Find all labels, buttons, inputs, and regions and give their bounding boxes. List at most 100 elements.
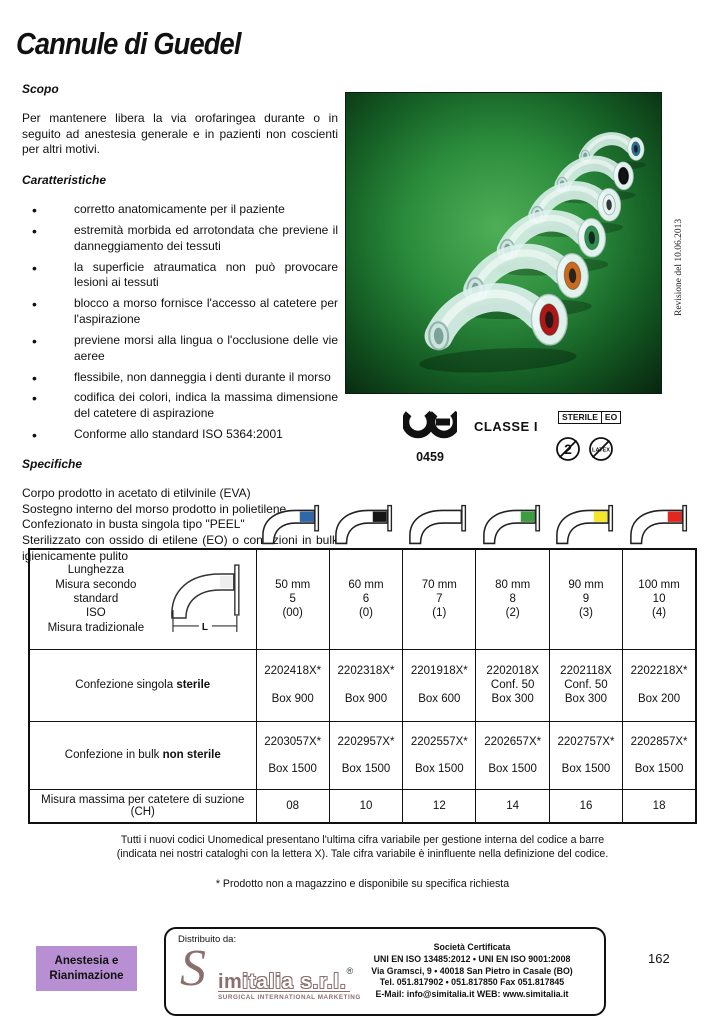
ch-cell: 14 [475,788,550,824]
list-item: flessibile, non danneggia i denti durant… [22,369,338,387]
list-item: codifica dei colori, indica la massima d… [22,389,338,422]
category-line: Anestesia e [54,955,119,968]
sterile-label: STERILE [558,411,602,425]
list-item: estremità morbida ed arrotondata che pre… [22,222,338,255]
size-length: 50 mm [275,579,311,592]
size-cell: 50 mm 5 (00) [255,548,330,650]
list-item: la superficie atraumatica non può provoc… [22,259,338,292]
size-cell: 60 mm 6 (0) [328,548,404,650]
ch-row-label: Misura massima per catetere di suzione (… [28,788,257,824]
box: Box 1500 [415,762,464,775]
company-line: Tel. 051.817902 • 051.817850 Fax 051.817… [379,977,565,988]
conf: Conf. 50 [564,679,608,691]
registered-mark: ® [346,966,354,976]
specifiche-body: Corpo prodotto in acetato di etilvinile … [22,486,338,565]
sterile-row-label: Confezione singola sterile [28,648,257,722]
code: 2202557X* [410,735,468,748]
bulk-cell: 2202557X* Box 1500 [402,720,477,790]
row-label-text: Confezione singola [75,679,177,691]
box: Box 900 [344,693,388,705]
symbol-row: 2 LATEX [555,436,614,462]
ch-cell: 10 [328,788,404,824]
cannula-icon-row [255,504,697,546]
cannula-icon-yellow [549,504,623,546]
code: 2202218X* [630,665,688,677]
ch-cell: 12 [402,788,477,824]
conf [259,678,327,692]
cannulas-photo-illustration [344,91,663,395]
class-label: CLASSE I [474,419,538,434]
ch-cell: 16 [548,788,624,824]
sterile-cell: 2201918X* Box 600 [402,648,477,722]
size-length: 80 mm [495,579,531,592]
caratteristiche-list: corretto anatomicamente per il paziente … [22,201,338,444]
ce-mark-icon [401,405,461,439]
code: 2202118X [560,665,612,677]
code: 2202757X* [557,735,615,748]
specifiche-heading: Specifiche [22,456,83,471]
company-line: UNI EN ISO 13485:2012 • UNI EN ISO 9001:… [373,953,571,964]
size-iso: 8 [509,593,516,606]
sterile-method: EO [601,411,622,425]
cannula-icon-black [329,504,403,546]
logo-subtitle: SURGICAL INTERNATIONAL MARKETING [218,991,360,1001]
logo-italia: italia s.r.l. [242,971,347,993]
category-line: Rianimazione [49,969,124,982]
ch-cell: 18 [622,788,697,824]
size-length: 90 mm [568,579,604,592]
simitalia-logo: S imitalia s.r.l.® SURGICAL INTERNATIONA… [180,943,365,1007]
bulk-row-label: Confezione in bulk non sterile [28,720,257,790]
spec-line: Corpo prodotto in acetato di etilvinile … [22,485,251,500]
size-cell: 90 mm 9 (3) [548,548,624,650]
company-line: Società Certificata [433,942,511,952]
table-row-ch: Misura massima per catetere di suzione (… [28,788,697,824]
conf [625,678,693,692]
bulk-cell: 2203057X* Box 1500 [255,720,330,790]
size-header-cell: Lunghezza Misura secondo standard ISO Mi… [28,548,257,650]
header-line: ISO [85,607,106,620]
size-trad: (0) [358,607,374,620]
box: Box 1500 [488,762,537,775]
conf: Conf. 50 [490,679,535,691]
scopo-heading: Scopo [22,82,59,96]
product-photo [344,91,663,395]
box: Box 1500 [268,762,317,775]
conf [332,678,400,692]
size-cell: 80 mm 8 (2) [475,548,550,650]
page-title: Cannule di Guedel [16,26,241,61]
sterile-cell: 2202418X* Box 900 [255,648,330,722]
bulk-cell: 2202957X* Box 1500 [328,720,404,790]
svg-text:LATEX: LATEX [592,448,610,454]
code: 2202657X* [484,735,542,748]
header-line: Misura secondo standard [55,578,137,606]
size-cell: 100 mm 10 (4) [622,548,697,650]
ce-mark: 0459 [401,404,461,464]
logo-im: im [218,971,243,993]
table-row-bulk: Confezione in bulk non sterile 2203057X*… [28,720,697,790]
cannula-red [419,283,577,373]
box: Box 300 [564,693,608,705]
size-cell: 70 mm 7 (1) [402,548,477,650]
size-iso: 7 [436,593,443,606]
size-iso: 6 [362,593,370,606]
notes: Tutti i nuovi codici Unomedical presenta… [0,833,725,891]
bulk-cell: 2202857X* Box 1500 [622,720,697,790]
code: 2201918X* [410,665,468,677]
logo-s: S [180,940,206,997]
do-not-reuse-icon: 2 [556,437,580,461]
size-iso: 9 [582,593,590,606]
bulk-cell: 2202757X* Box 1500 [548,720,624,790]
spec-line: Sostegno interno del morso prodotto in p… [22,501,287,516]
code: 2203057X* [264,735,322,748]
table-row-sterile: Confezione singola sterile 2202418X* Box … [28,648,697,722]
sterile-cell: 2202218X* Box 200 [622,648,697,722]
note-barcode-line1: Tutti i nuovi codici Unomedical presenta… [120,834,605,846]
ch-cell: 08 [255,788,330,824]
size-trad: (3) [578,607,593,620]
box: Box 1500 [561,762,611,775]
company-info: Società Certificata UNI EN ISO 13485:201… [348,942,596,1001]
cannula-icon-white [402,504,476,546]
list-item: corretto anatomicamente per il paziente [22,201,338,219]
header-line: Lunghezza [67,564,124,577]
left-column: Scopo Per mantenere libera la via orofar… [22,82,338,565]
